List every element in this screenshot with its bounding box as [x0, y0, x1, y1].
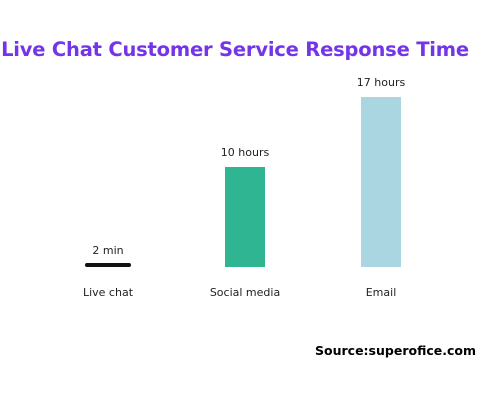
category-label-social-media: Social media: [210, 286, 280, 299]
source-caption: Source:superofice.com: [315, 343, 476, 358]
data-label-email: 17 hours: [357, 76, 406, 89]
data-label-social-media: 10 hours: [221, 146, 270, 159]
category-label-email: Email: [366, 286, 397, 299]
bar-email: [361, 97, 401, 267]
bar-social-media: [225, 167, 265, 267]
data-label-live-chat: 2 min: [92, 244, 123, 257]
chart-title: Live Chat Customer Service Response Time: [1, 38, 469, 61]
category-label-live-chat: Live chat: [83, 286, 134, 299]
